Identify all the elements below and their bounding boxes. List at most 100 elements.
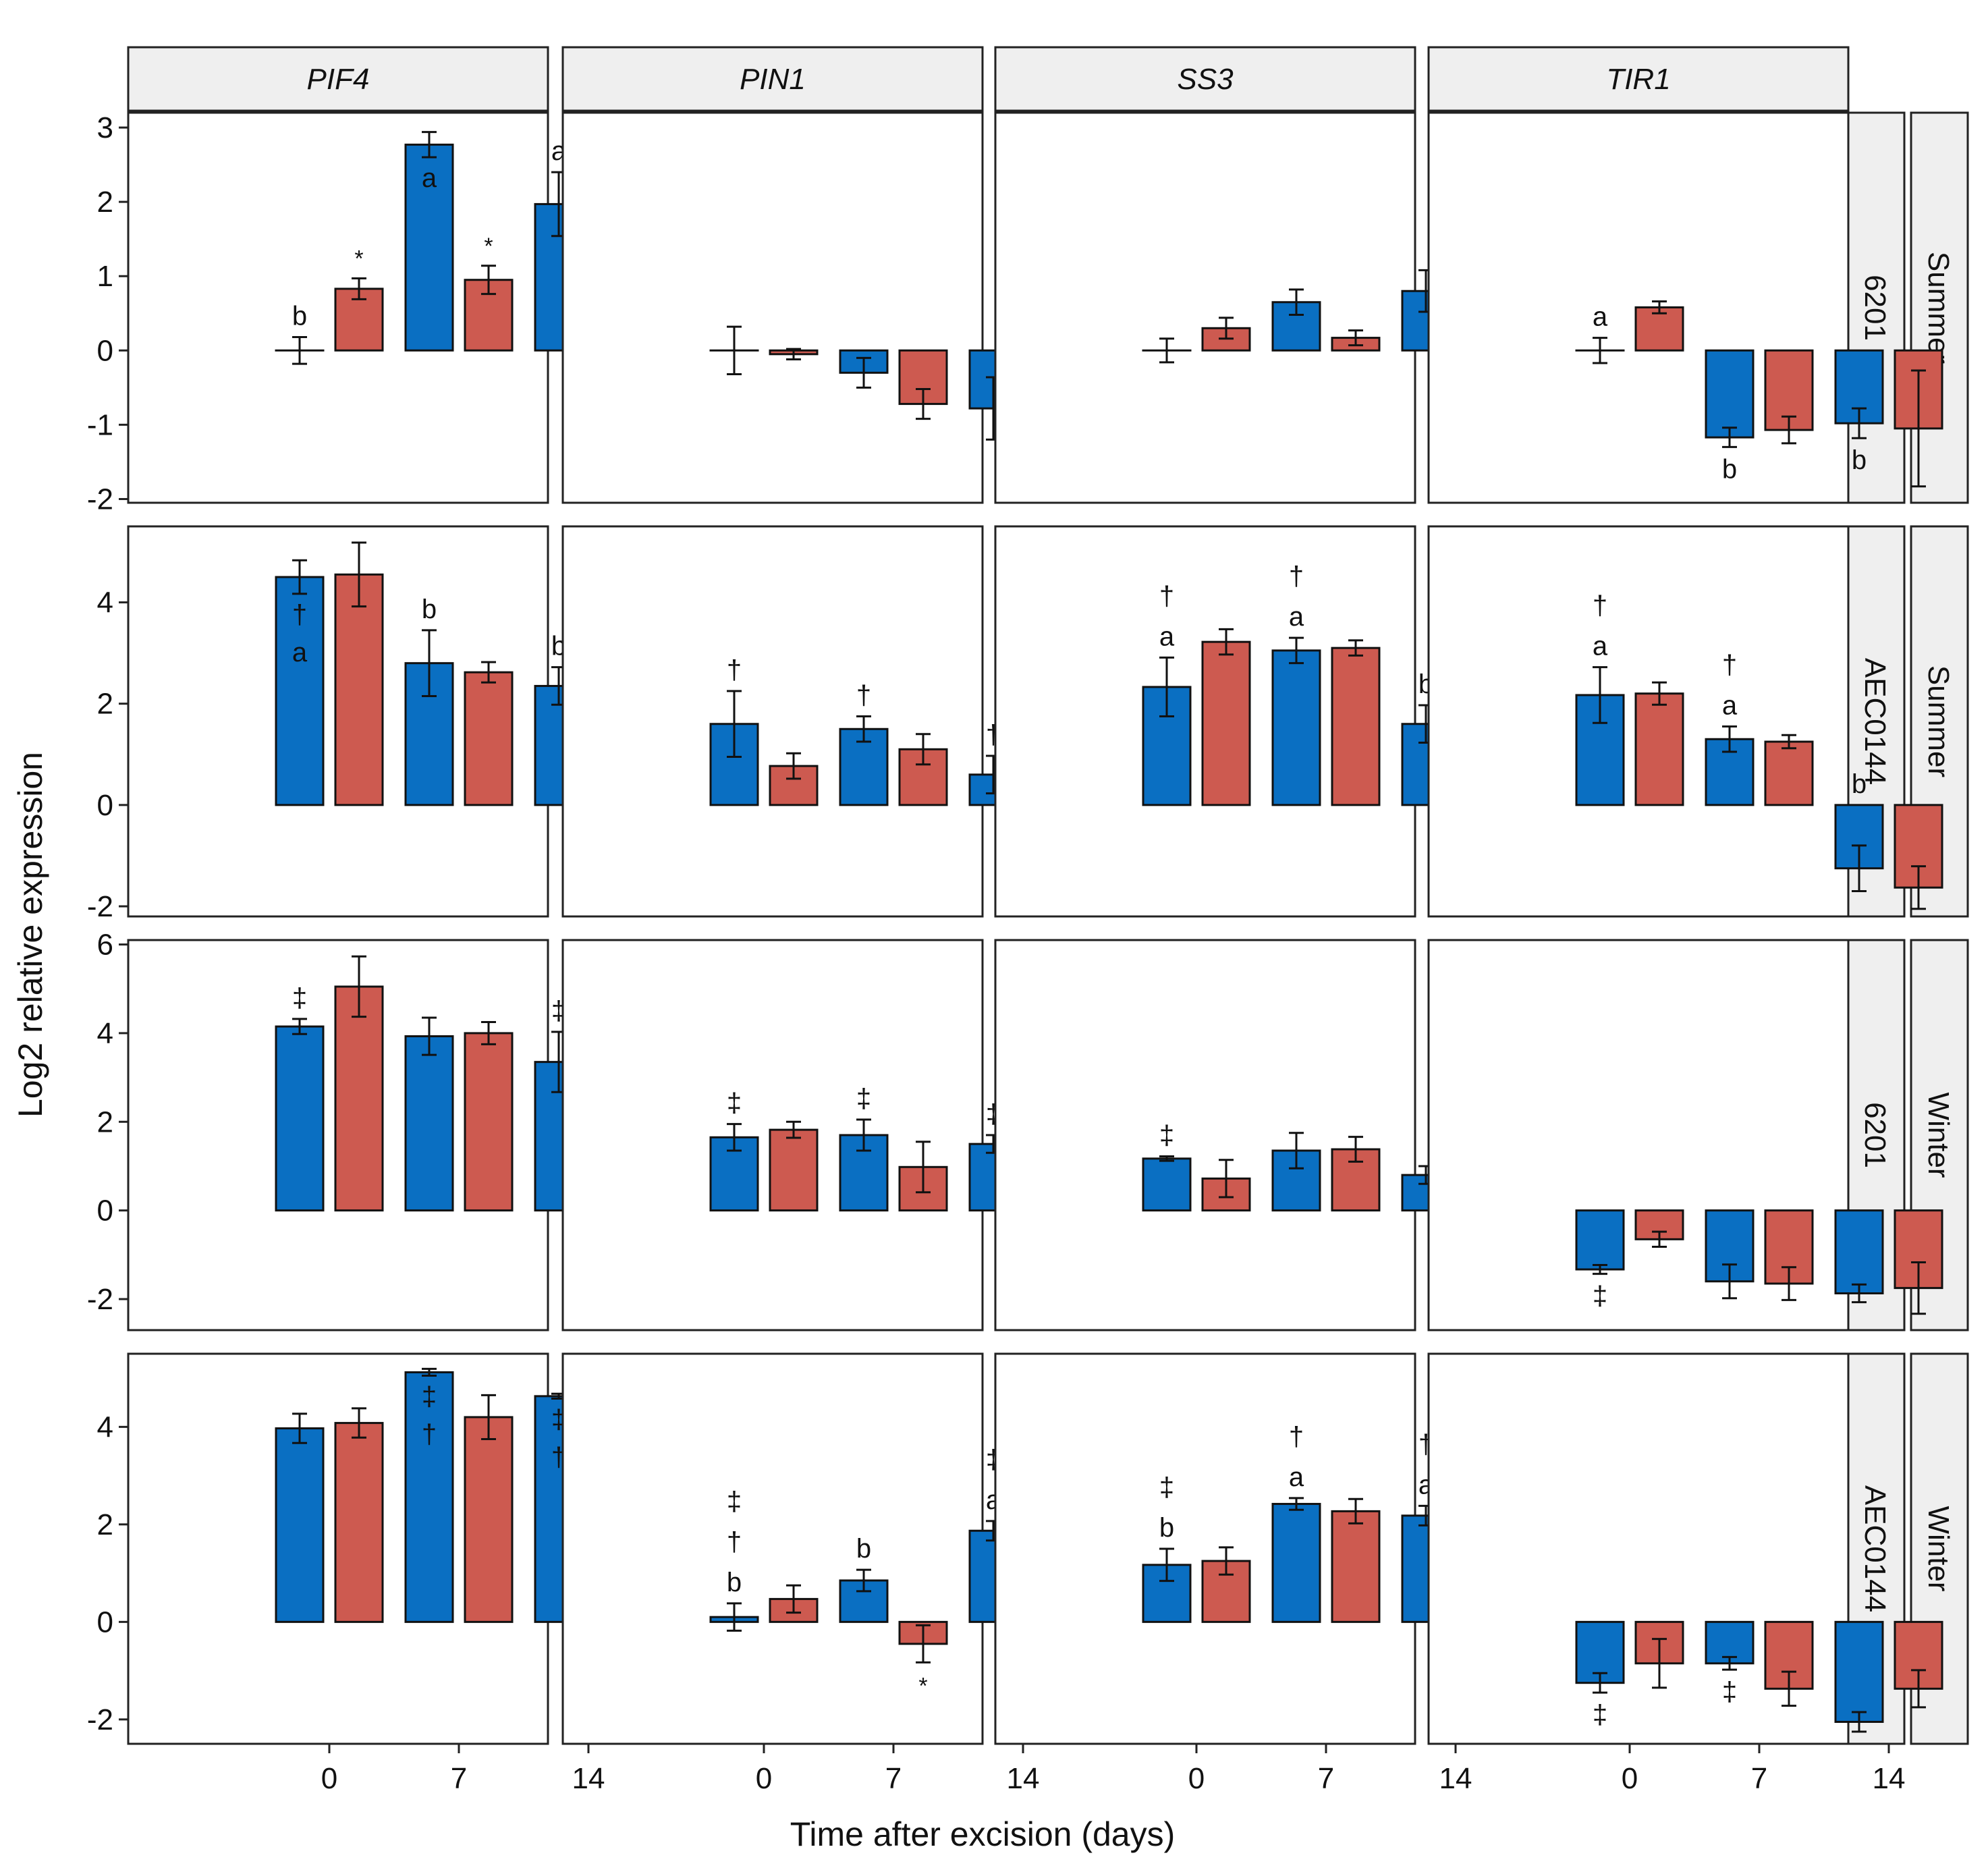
panel-frame [561, 111, 984, 504]
significance-label: b [1722, 454, 1737, 484]
row-strip-genotype-label: AEC0144 [1858, 1485, 1892, 1612]
y-tick-label: -1 [87, 408, 113, 441]
x-tick-label: 14 [1873, 1762, 1906, 1795]
bar-day0-red [334, 985, 384, 1212]
bar-day7-red [464, 1032, 514, 1212]
significance-label: b [856, 1534, 871, 1564]
significance-label: † [1593, 591, 1607, 621]
column-strip-TIR1 [1427, 46, 1850, 112]
y-tick-label: 4 [97, 1017, 113, 1050]
x-tick-label: 7 [1751, 1762, 1767, 1795]
significance-label: b [1852, 769, 1867, 799]
y-tick-label: 1 [97, 260, 113, 293]
significance-label: † [727, 1527, 742, 1557]
significance-label: † [292, 600, 307, 630]
significance-label: † [1289, 561, 1304, 591]
significance-label: a [1593, 632, 1608, 661]
bar-day7-red [464, 671, 514, 806]
y-tick-label: -2 [87, 1703, 113, 1736]
bar-day0-red [334, 573, 384, 806]
y-tick-label: 3 [97, 111, 113, 144]
significance-label: a [1289, 602, 1304, 632]
x-tick-label: 14 [572, 1762, 605, 1795]
significance-label: b [1852, 445, 1867, 475]
row-strip-season-label: Winter [1922, 1092, 1955, 1178]
bar-day7-blue [1271, 649, 1321, 806]
column-strip-label: PIF4 [307, 63, 370, 96]
significance-label: a [1722, 691, 1738, 721]
significance-label: b [1159, 1513, 1174, 1543]
y-tick-label: 2 [97, 1105, 113, 1138]
significance-label: ‡ [727, 1487, 742, 1516]
row-strip-season-label: Summer [1922, 665, 1955, 777]
bar-day0-blue [1575, 1209, 1625, 1271]
significance-label: a [1593, 302, 1608, 332]
significance-label: * [354, 246, 363, 272]
bar-day7-red [1764, 740, 1814, 806]
panel-frame [994, 111, 1416, 504]
row-strip-genotype-label: AEC0144 [1858, 658, 1892, 785]
y-tick-label: 0 [97, 789, 113, 822]
significance-label: ‡ [422, 1382, 437, 1412]
significance-label: a [292, 638, 308, 667]
row-strip-genotype-label: 6201 [1858, 275, 1892, 341]
row-strip-genotype-label: 6201 [1858, 1102, 1892, 1168]
bar-day7-blue [839, 1579, 889, 1623]
x-tick-label: 14 [1007, 1762, 1040, 1795]
significance-label: b [422, 595, 437, 624]
y-tick-label: -2 [87, 890, 113, 923]
bar-day7-blue [1705, 349, 1755, 439]
y-tick-label: -2 [87, 483, 113, 516]
column-strip-SS3 [994, 46, 1416, 112]
y-tick-label: 2 [97, 1508, 113, 1541]
y-tick-label: 2 [97, 688, 113, 721]
significance-label: ‡ [292, 983, 307, 1013]
row-strip-season-label: Summer [1922, 252, 1955, 364]
bar-day7-red [1331, 1510, 1381, 1623]
significance-label: † [422, 1420, 437, 1450]
significance-label: ‡ [1593, 1282, 1607, 1311]
significance-label: † [856, 680, 871, 710]
y-tick-label: 0 [97, 334, 113, 367]
significance-label: ‡ [1159, 1121, 1174, 1151]
bar-day14-blue [1834, 1620, 1884, 1723]
significance-label: ‡ [1722, 1677, 1737, 1707]
y-tick-label: 4 [97, 586, 113, 620]
y-tick-label: 0 [97, 1194, 113, 1228]
x-tick-label: 14 [1439, 1762, 1472, 1795]
row-strip-season-label: Winter [1922, 1506, 1955, 1591]
x-tick-label: 0 [756, 1762, 772, 1795]
y-tick-label: 0 [97, 1605, 113, 1639]
significance-label: a [422, 163, 437, 193]
bar-day7-blue [1271, 1503, 1321, 1623]
panel-frame [561, 1352, 984, 1745]
significance-label: † [1289, 1422, 1304, 1452]
bar-day0-red [1634, 1209, 1684, 1240]
significance-label: ‡ [1159, 1473, 1174, 1502]
significance-label: † [1722, 651, 1737, 680]
bar-day14-blue [1834, 1209, 1884, 1294]
x-tick-label: 0 [1188, 1762, 1205, 1795]
bar-day7-blue [404, 143, 454, 352]
bar-day0-red [1634, 692, 1684, 806]
x-tick-label: 7 [1318, 1762, 1334, 1795]
bar-day0-red [1201, 640, 1251, 806]
bar-day0-red [334, 1422, 384, 1623]
x-tick-label: 7 [451, 1762, 467, 1795]
y-tick-label: 2 [97, 186, 113, 219]
bar-day0-blue [275, 1025, 325, 1212]
bar-day7-red [1331, 647, 1381, 806]
column-strip-label: TIR1 [1606, 63, 1670, 96]
y-axis-title: Log2 relative expression [11, 752, 49, 1118]
bar-day0-blue [275, 1427, 325, 1623]
column-strip-label: PIN1 [740, 63, 806, 96]
x-tick-label: 7 [885, 1762, 902, 1795]
bar-day7-blue [404, 1035, 454, 1212]
panel-frame [561, 525, 984, 918]
significance-label: ‡ [727, 1089, 742, 1118]
row-strip-season [1910, 111, 1969, 504]
panel-grid: PIF4 PIN1 SS3 TIR1 6201 Summer -2 -1 0 1 2 3 b * a * a a b… [87, 46, 1969, 1795]
panel-frame [994, 939, 1416, 1331]
significance-label: b [727, 1568, 742, 1597]
